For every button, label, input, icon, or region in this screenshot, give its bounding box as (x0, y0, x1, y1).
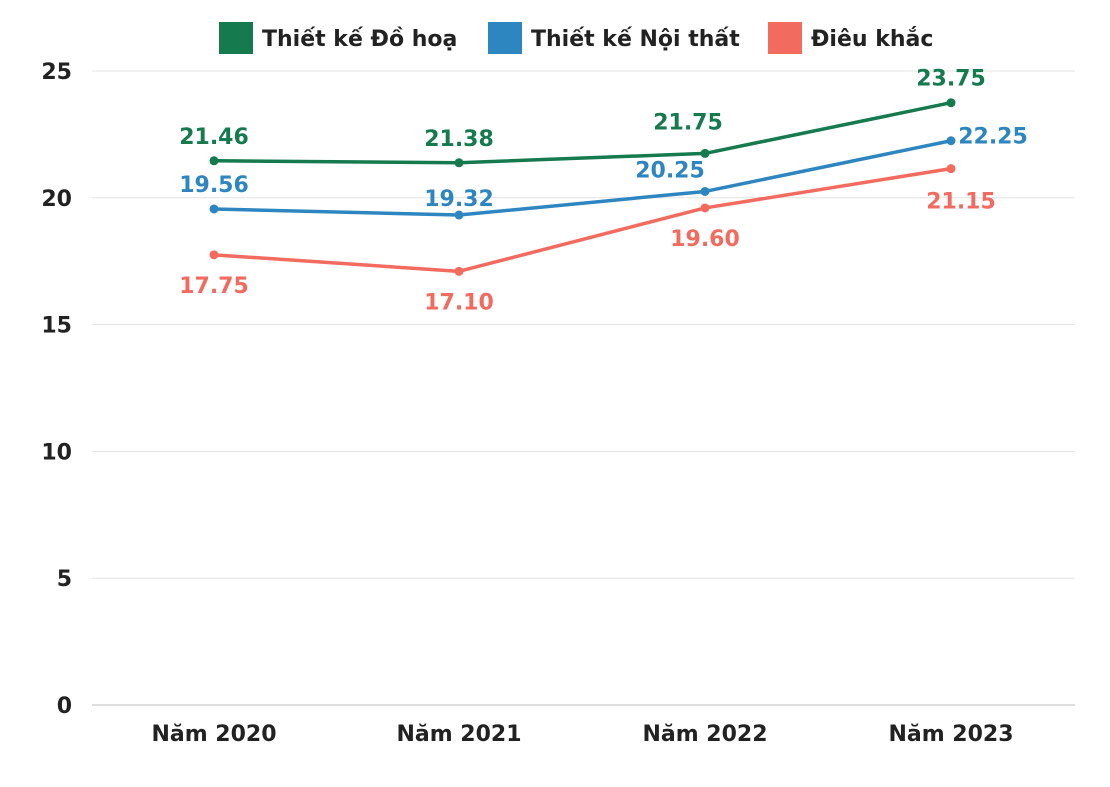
legend-label: Thiết kế Nội thất (531, 27, 740, 52)
data-label: 21.46 (179, 125, 249, 150)
data-label: 20.25 (635, 158, 705, 183)
y-tick-label: 5 (57, 567, 72, 592)
legend-swatch (219, 22, 253, 54)
data-point (700, 148, 710, 158)
series-line (212, 138, 953, 217)
series-layer: 21.46 21.38 21.75 23.75 19.56 19.32 20.25 22.25… (179, 67, 1028, 316)
x-tick-label: Năm 2022 (642, 722, 767, 747)
data-label: 17.10 (424, 290, 494, 315)
series-1: 21.46 21.38 21.75 23.75 (179, 67, 986, 168)
data-label: 22.25 (958, 125, 1028, 150)
data-point (209, 204, 219, 214)
y-tick-label: 25 (41, 60, 72, 85)
legend-item: Thiết kế Nội thất (488, 22, 740, 54)
legend: Thiết kế Đồ hoạ Thiết kế Nội thất Điêu khắ… (219, 22, 933, 54)
data-label: 19.56 (179, 173, 249, 198)
data-point (700, 203, 710, 213)
data-point (946, 136, 956, 146)
data-point (700, 186, 710, 196)
series-line (212, 166, 953, 274)
legend-swatch (768, 22, 802, 54)
x-axis: Năm 2020 Năm 2021 Năm 2022 Năm 2023 (151, 722, 1013, 747)
data-point (454, 210, 464, 220)
legend-swatch (488, 22, 522, 54)
legend-label: Điêu khắc (811, 26, 933, 52)
data-label: 21.38 (424, 127, 494, 152)
y-tick-label: 0 (57, 694, 72, 719)
data-point (946, 164, 956, 174)
data-point (946, 98, 956, 108)
x-tick-label: Năm 2023 (888, 722, 1013, 747)
data-point (209, 250, 219, 260)
data-label: 21.15 (926, 190, 996, 215)
y-tick-label: 10 (41, 440, 72, 465)
data-label: 19.32 (424, 187, 494, 212)
series-line (212, 100, 953, 165)
grid: 0 5 10 15 20 25 (41, 60, 1075, 719)
legend-item: Điêu khắc (768, 22, 933, 54)
data-point (454, 266, 464, 276)
series-3: 17.75 17.10 19.60 21.15 (179, 164, 996, 315)
y-tick-label: 20 (41, 187, 72, 212)
data-label: 17.75 (179, 274, 249, 299)
data-label: 19.60 (670, 227, 740, 252)
y-tick-label: 15 (41, 314, 72, 339)
x-tick-label: Năm 2020 (151, 722, 276, 747)
x-tick-label: Năm 2021 (396, 722, 521, 747)
data-point (454, 158, 464, 168)
legend-item: Thiết kế Đồ hoạ (219, 22, 457, 54)
data-label: 23.75 (916, 67, 986, 92)
series-2: 19.56 19.32 20.25 22.25 (179, 125, 1028, 220)
data-point (209, 156, 219, 166)
legend-label: Thiết kế Đồ hoạ (262, 27, 457, 52)
data-label: 21.75 (653, 110, 723, 135)
